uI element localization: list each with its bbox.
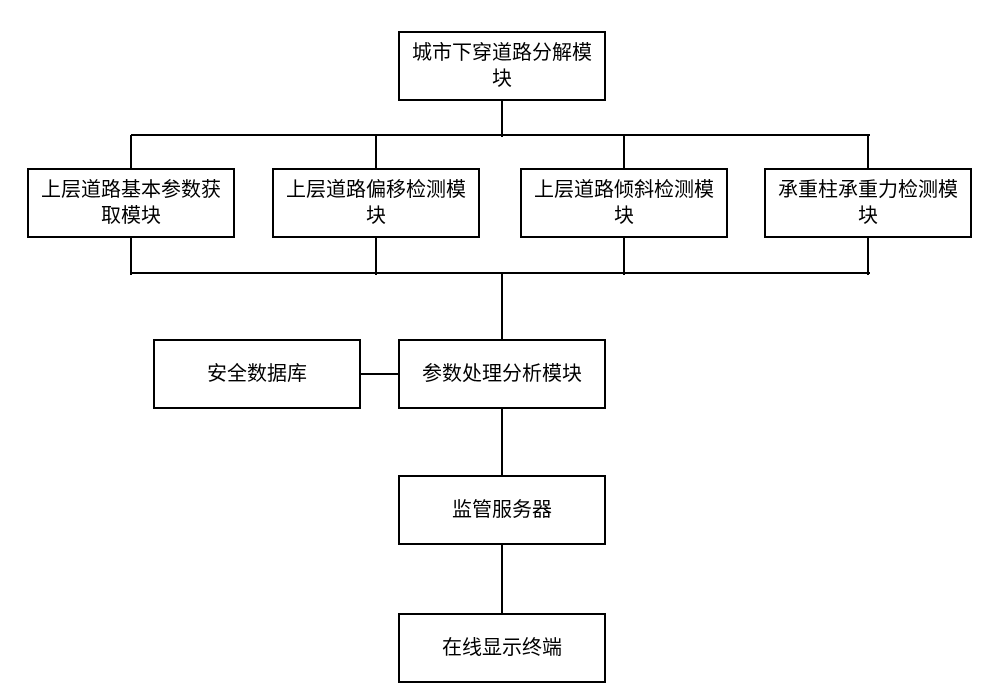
node-proc-label: 参数处理分析模块 [422,361,582,387]
node-db-label: 安全数据库 [207,361,307,387]
node-row-c-label: 上层道路倾斜检测模块 [526,177,722,229]
connector-v [623,135,625,170]
node-row-a: 上层道路基本参数获取模块 [27,168,235,238]
node-row-b-label: 上层道路偏移检测模块 [278,177,474,229]
connector-v [501,545,503,615]
connector-v [501,273,503,341]
connector-v [130,135,132,170]
node-row-d: 承重柱承重力检测模块 [764,168,972,238]
node-top-label: 城市下穿道路分解模块 [404,40,600,92]
node-serv: 监管服务器 [398,475,606,545]
connector-v [623,238,625,275]
connector-v [375,238,377,275]
node-top: 城市下穿道路分解模块 [398,31,606,101]
node-row-b: 上层道路偏移检测模块 [272,168,480,238]
node-db: 安全数据库 [153,339,361,409]
connector-v [501,101,503,137]
connector-h [361,373,400,375]
node-term: 在线显示终端 [398,613,606,683]
connector-v [130,238,132,275]
connector-v [867,238,869,275]
connector-v [501,409,503,477]
node-row-d-label: 承重柱承重力检测模块 [770,177,966,229]
node-proc: 参数处理分析模块 [398,339,606,409]
connector-v [375,135,377,170]
node-row-c: 上层道路倾斜检测模块 [520,168,728,238]
connector-h [131,134,870,136]
node-row-a-label: 上层道路基本参数获取模块 [33,177,229,229]
node-serv-label: 监管服务器 [452,497,552,523]
node-term-label: 在线显示终端 [442,635,562,661]
connector-v [867,135,869,170]
